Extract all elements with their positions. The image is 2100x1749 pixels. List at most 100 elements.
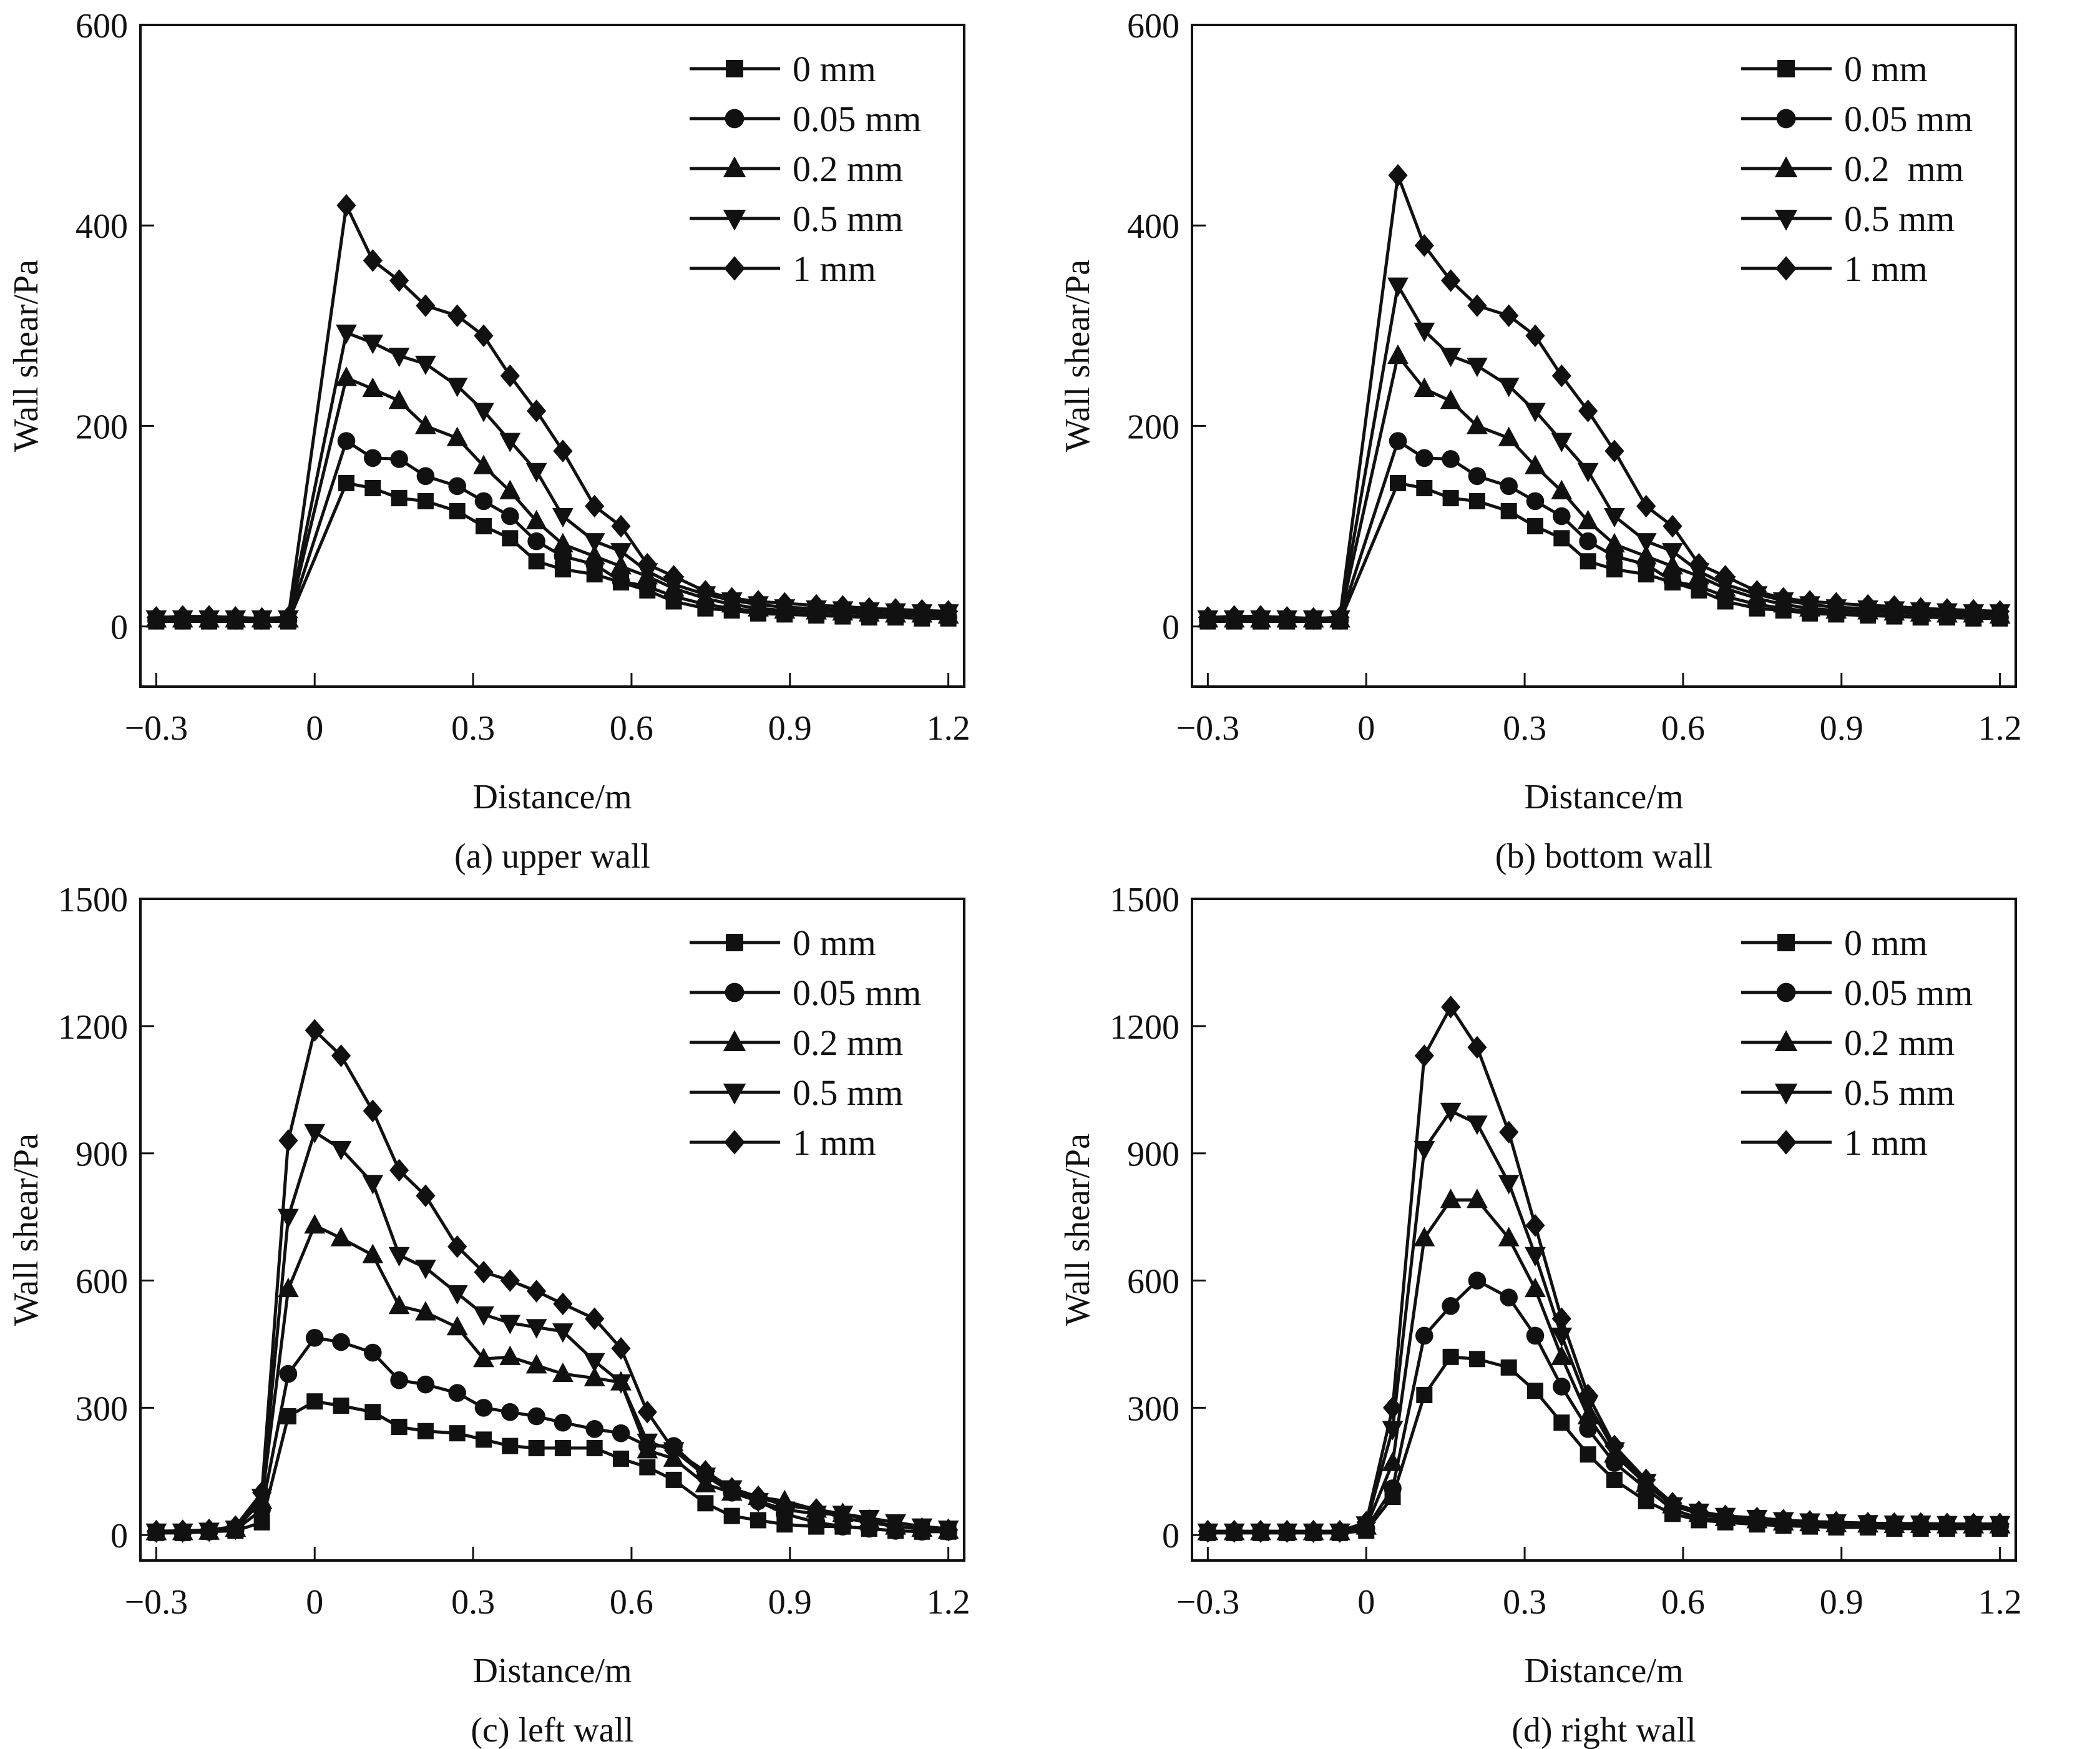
data-point <box>1467 414 1488 434</box>
legend-label: 1 mm <box>793 1122 876 1163</box>
data-point <box>499 433 521 453</box>
data-point <box>1414 1140 1435 1161</box>
data-point <box>665 1471 682 1488</box>
legend-item: 0.2 mm <box>1741 1022 1955 1063</box>
data-point <box>1467 358 1488 378</box>
data-point <box>637 1400 657 1424</box>
data-point <box>528 1439 545 1456</box>
data-point <box>278 1277 299 1298</box>
data-point <box>1467 1115 1488 1135</box>
data-point <box>886 1515 906 1538</box>
series-line-0.2-mm <box>156 1223 949 1534</box>
plot-frame <box>1191 898 2017 1562</box>
panel-d: −0.3 0 0.3 0.6 0.9 1.2 0 300 600 900 1200 1500 Dista… <box>1052 874 2100 1749</box>
legend-label: 0 mm <box>1844 923 1928 963</box>
data-point <box>639 1459 656 1476</box>
legend-item: 1 mm <box>690 1122 876 1163</box>
data-point <box>584 545 605 565</box>
legend-marker-triangle-up-icon <box>1774 1030 1798 1051</box>
y-tick-label: 900 <box>1127 1135 1179 1174</box>
data-point <box>613 1450 629 1467</box>
data-point <box>939 600 959 623</box>
data-point <box>500 1269 520 1292</box>
data-point <box>199 605 219 628</box>
legend-marker-triangle-down-icon <box>723 210 746 231</box>
legend-item: 0.5 mm <box>690 1072 903 1113</box>
data-point <box>1500 502 1517 519</box>
data-point <box>390 1371 408 1389</box>
legend-item: 0.05 mm <box>690 972 921 1013</box>
plot-frame <box>139 898 965 1562</box>
x-tick-label: 1.2 <box>927 709 970 748</box>
data-point <box>388 348 410 368</box>
y-tick-label: 1200 <box>1110 1008 1179 1047</box>
x-tick-label: 0.9 <box>768 1583 812 1622</box>
data-point <box>476 1431 492 1448</box>
legend-item: 0.05 mm <box>1741 972 1973 1013</box>
legend-item: 0.5 mm <box>1741 1072 1955 1113</box>
data-point <box>362 1243 384 1263</box>
data-point <box>1440 1102 1462 1122</box>
data-point <box>722 1477 742 1500</box>
data-point <box>1636 494 1656 518</box>
x-tick-label: 0.9 <box>768 709 812 748</box>
legend-marker-circle-icon <box>1776 982 1796 1002</box>
data-point <box>525 1354 547 1374</box>
data-point <box>1440 348 1462 368</box>
y-tick-label: 400 <box>76 207 128 246</box>
data-point <box>476 518 492 535</box>
data-point <box>748 1485 768 1509</box>
data-point <box>1388 164 1408 187</box>
data-point <box>1579 532 1597 551</box>
chart-bottom-wall: −0.3 0 0.3 0.6 0.9 1.2 0 200 400 600 Distance/m Wal… <box>1058 7 2022 876</box>
panel-a: −0.3 0 0.3 0.6 0.9 1.2 0 200 400 600 Distance/m Wal… <box>0 0 1048 876</box>
data-point <box>1577 463 1599 483</box>
data-point <box>1578 399 1598 423</box>
data-point <box>1527 518 1543 535</box>
data-point <box>388 389 410 409</box>
data-point <box>364 1404 381 1421</box>
series-line-0.5-mm <box>156 330 949 620</box>
data-point <box>336 325 357 345</box>
data-point <box>1416 1387 1433 1403</box>
data-point <box>1663 1492 1682 1515</box>
data-point <box>1442 450 1460 468</box>
data-point <box>1198 605 1218 629</box>
data-point <box>278 605 298 629</box>
data-point <box>501 1403 519 1421</box>
data-point <box>1689 1500 1709 1524</box>
legend-marker-square-icon <box>726 60 743 77</box>
data-point <box>306 1393 323 1410</box>
data-point <box>1551 364 1571 388</box>
y-tick-label: 1200 <box>58 1008 128 1047</box>
data-point <box>1499 1120 1519 1144</box>
legend-label: 0.2 mm <box>1844 1022 1955 1063</box>
data-point <box>1716 565 1736 588</box>
series-line-0-mm <box>1208 481 2000 624</box>
legend-label: 0.05 mm <box>793 972 921 1013</box>
data-point <box>1356 1511 1376 1534</box>
data-point <box>1937 1512 1957 1536</box>
data-point <box>146 605 166 629</box>
data-point <box>415 355 436 376</box>
y-tick-label: 0 <box>1162 1517 1179 1555</box>
x-axis-label: Distance/m <box>1524 1652 1683 1690</box>
data-point <box>1440 1188 1462 1208</box>
data-point <box>336 366 357 386</box>
data-point <box>388 1247 410 1266</box>
data-point <box>1526 1326 1545 1345</box>
data-point <box>1498 1175 1520 1195</box>
data-point <box>499 479 521 499</box>
data-point <box>697 1495 714 1512</box>
data-point <box>1414 322 1435 343</box>
data-point <box>225 605 245 629</box>
data-point <box>1414 1044 1434 1067</box>
data-point <box>1525 403 1546 423</box>
data-point <box>1990 600 2010 623</box>
data-point <box>1553 530 1570 547</box>
data-point <box>695 580 715 603</box>
data-point <box>252 1481 272 1504</box>
legend-marker-diamond-icon <box>724 256 745 281</box>
data-point <box>527 399 547 423</box>
x-tick-label: 0.6 <box>610 709 653 748</box>
